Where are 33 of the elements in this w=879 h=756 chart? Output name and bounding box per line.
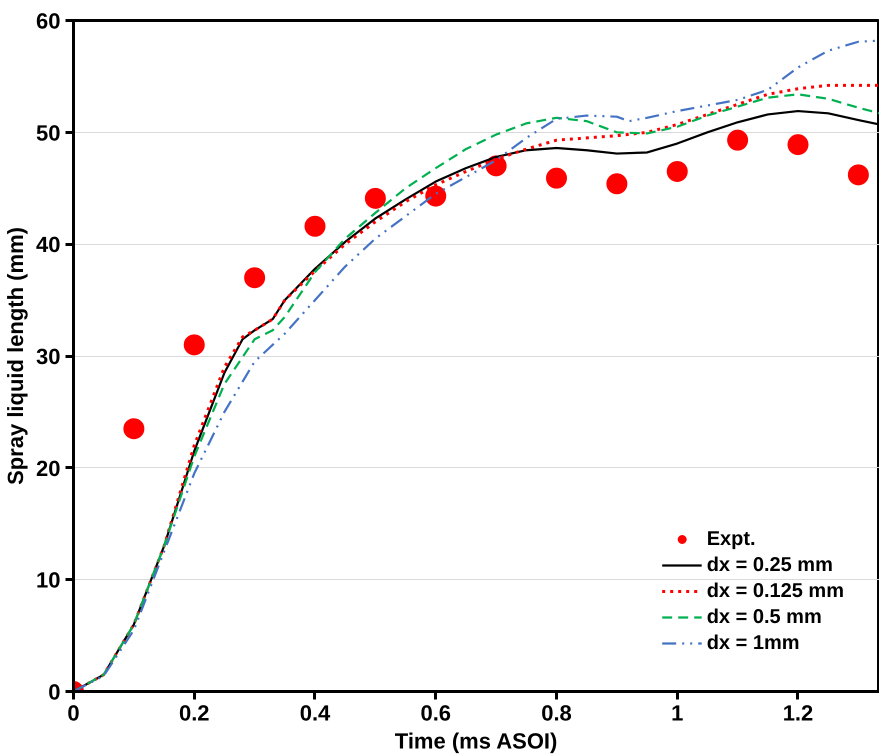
legend-label: dx = 1mm [706,630,800,656]
x-tick-label: 0.8 [541,700,572,726]
x-tick-label: 0.2 [178,700,210,726]
y-tick-label: 40 [36,232,61,258]
y-tick-label: 50 [36,120,61,146]
point [304,216,326,237]
point [364,188,386,209]
y-tick-label: 20 [36,456,61,481]
point [546,168,567,189]
point [425,186,446,207]
point [666,160,688,182]
y-tick-label: 60 [36,8,61,34]
point [606,173,628,194]
legend-label: dx = 0.5 mm [706,604,822,630]
legend-label: dx = 0.125 mm [706,578,844,604]
point [244,267,266,288]
legend-label: dx = 0.25 mm [706,552,833,578]
x-tick-label: 0.4 [300,700,332,726]
y-tick-label: 0 [48,680,61,704]
point [787,134,808,156]
x-axis-title: Time (ms ASOI) [394,728,558,754]
point [727,130,748,151]
x-tick-label: 0.6 [420,700,452,726]
y-tick-label: 30 [36,344,61,369]
x-tick-label: 1.2 [782,700,814,726]
x-tick-label: 1 [671,700,684,726]
legend-label: Expt. [706,526,756,552]
x-tick-label: 0 [67,700,80,726]
point [123,418,144,440]
y-axis-title: Spray liquid length (mm) [3,227,28,485]
y-tick-label: 10 [36,568,61,593]
point [184,334,205,356]
point [848,164,869,186]
